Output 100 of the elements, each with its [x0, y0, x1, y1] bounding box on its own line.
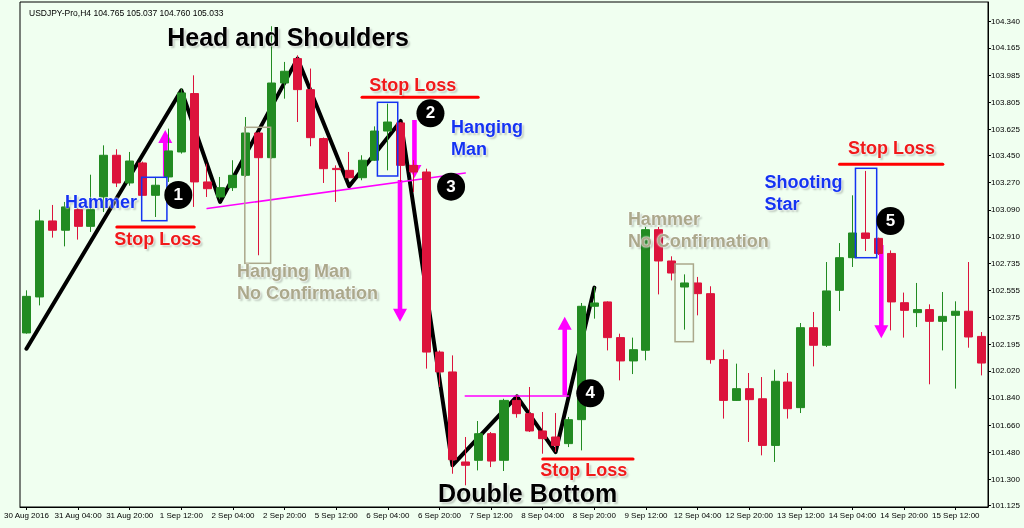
y-tick-label: 101.840 [991, 393, 1021, 403]
x-tick-label: 31 Aug 20:00 [106, 510, 154, 520]
annotation: 3 [446, 176, 456, 196]
candlestick [177, 88, 186, 155]
candlestick [525, 386, 534, 433]
y-tick-label: 103.090 [991, 205, 1021, 215]
candlestick [254, 131, 263, 256]
candlestick [512, 394, 521, 419]
candlestick [164, 128, 173, 183]
annotation: Hanging Man No Confirmation [236, 260, 378, 304]
x-tick-label: 13 Sep 12:00 [777, 510, 826, 520]
candlestick [345, 151, 354, 180]
annotation: 2 [425, 103, 436, 123]
candlestick [693, 276, 702, 316]
y-tick-label: 101.125 [991, 501, 1021, 511]
candlestick [719, 349, 728, 420]
candlestick [551, 412, 560, 453]
candlestick [48, 204, 57, 239]
y-tick-label: 102.375 [991, 312, 1021, 322]
candlestick [706, 285, 715, 365]
candlestick [74, 208, 83, 241]
y-tick-label: 102.910 [991, 232, 1021, 242]
candlestick [809, 311, 818, 367]
candlestick [319, 137, 328, 184]
candlestick [732, 363, 741, 402]
candlestick [332, 164, 341, 203]
y-tick-label: 102.735 [991, 258, 1021, 268]
x-tick-label: 7 Sep 12:00 [469, 510, 514, 520]
y-tick-label: 104.165 [991, 43, 1021, 53]
x-tick-label: 15 Sep 12:00 [931, 510, 981, 520]
candlestick [35, 209, 44, 306]
candlestick [422, 168, 431, 370]
x-tick-label: 8 Sep 20:00 [572, 510, 617, 520]
candlestick [203, 163, 212, 198]
candlestick [603, 300, 612, 351]
annotation: 5 [885, 211, 896, 230]
candlestick [900, 292, 909, 339]
candlestick [977, 331, 986, 376]
x-tick-label: 8 Sep 04:00 [521, 510, 565, 520]
candlestick [822, 261, 831, 348]
candlestick [745, 372, 754, 443]
annotation: Shooting Star [764, 171, 843, 215]
candlestick [590, 286, 599, 320]
candlestick [125, 151, 134, 187]
candlestick [474, 420, 483, 471]
candlestick [358, 154, 367, 181]
candlestick [487, 431, 496, 468]
candlestick [835, 242, 844, 312]
x-tick-label: 1 Sep 12:00 [159, 510, 204, 520]
candlestick [435, 350, 444, 388]
candlestick [22, 289, 31, 335]
y-tick-label: 101.300 [991, 474, 1021, 484]
x-tick-label: 14 Sep 20:00 [880, 510, 929, 520]
y-tick-label: 103.985 [991, 70, 1021, 80]
annotation: Stop Loss [847, 137, 935, 159]
x-tick-label: 14 Sep 04:00 [828, 510, 877, 520]
annotation: 4 [585, 383, 595, 403]
candlestick [538, 411, 547, 455]
candlestick [228, 159, 237, 192]
candlestick [938, 291, 947, 351]
y-tick-label: 103.270 [991, 178, 1021, 188]
candlestick [758, 376, 767, 456]
y-tick-label: 103.625 [991, 124, 1021, 134]
candlestick [448, 354, 457, 475]
x-tick-label: 30 Aug 2016 [3, 510, 50, 520]
candlestick [216, 176, 225, 200]
y-tick-label: 103.450 [991, 151, 1021, 161]
candlestick [887, 249, 896, 331]
candlestick [280, 61, 289, 100]
candlestick [913, 282, 922, 328]
y-tick-label: 104.340 [991, 17, 1021, 27]
candlestick [861, 170, 870, 252]
candlestick [680, 273, 689, 331]
candlestick [112, 148, 121, 188]
x-tick-label: 2 Sep 20:00 [263, 510, 307, 520]
y-tick-label: 102.020 [991, 366, 1021, 376]
candlestick [293, 54, 302, 123]
y-tick-label: 103.805 [991, 97, 1021, 107]
candlestick [951, 300, 960, 390]
annotation: Stop Loss [114, 228, 202, 250]
x-tick-label: 5 Sep 12:00 [314, 510, 359, 520]
annotation: Stop Loss [369, 74, 457, 96]
candlestick [771, 369, 780, 463]
x-tick-label: 12 Sep 04:00 [673, 510, 722, 520]
annotation: Stop Loss [540, 459, 628, 481]
candlestick [783, 372, 792, 420]
candlestick [499, 398, 509, 472]
text: USDJPY-Pro,H4 104.765 105.037 104.760 105.033 [29, 7, 224, 18]
candlestick [629, 337, 638, 375]
x-tick-label: 9 Sep 12:00 [624, 510, 669, 520]
annotation: Hanging Man [451, 116, 524, 160]
candlestick [925, 303, 934, 385]
y-tick-label: 102.195 [991, 340, 1021, 350]
x-tick-label: 12 Sep 20:00 [725, 510, 774, 520]
x-tick-label: 31 Aug 04:00 [54, 510, 103, 520]
candlestick [151, 176, 160, 218]
candlestick [190, 74, 199, 208]
annotation: 1 [173, 185, 184, 204]
y-tick-label: 101.480 [991, 447, 1021, 457]
candlestick [383, 103, 392, 171]
